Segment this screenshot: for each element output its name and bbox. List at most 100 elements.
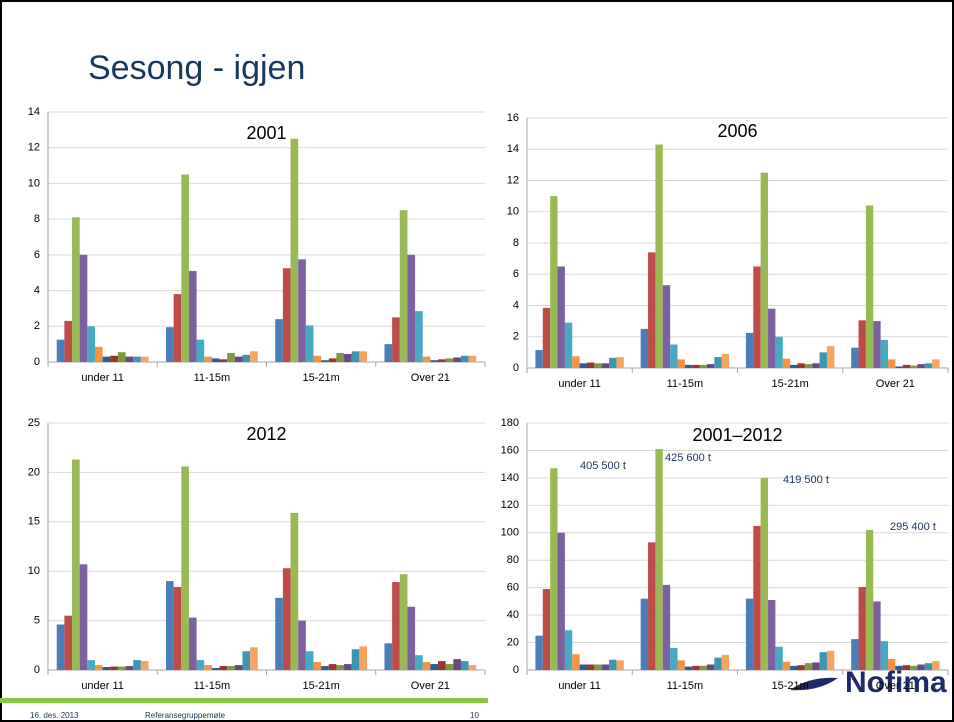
bar [219, 359, 228, 362]
bar [468, 665, 477, 670]
x-tick-label: 11-15m [667, 680, 703, 692]
x-tick-label: 15-21m [771, 378, 808, 390]
bar [557, 266, 565, 368]
bar [706, 664, 715, 670]
bar [351, 351, 360, 362]
bar [430, 664, 439, 670]
bar [110, 666, 118, 670]
bar [407, 606, 416, 670]
bar [328, 664, 337, 670]
footer-bar [0, 698, 488, 703]
bar [102, 667, 111, 670]
y-tick-label: 6 [513, 268, 519, 280]
bar [460, 661, 469, 670]
bar [677, 359, 685, 368]
bar [305, 651, 314, 670]
bar [851, 639, 859, 670]
bar [430, 360, 439, 362]
bar [586, 362, 595, 368]
bar [550, 196, 558, 368]
bar [468, 355, 477, 362]
bar [542, 307, 551, 368]
bar [165, 581, 174, 670]
bar [594, 664, 602, 670]
bar [219, 666, 228, 670]
y-tick-label: 12 [28, 142, 40, 154]
y-tick-label: 60 [507, 582, 519, 594]
bar [670, 648, 678, 670]
bar [655, 449, 663, 670]
bar [453, 659, 461, 670]
bar [648, 542, 656, 670]
bar [579, 363, 587, 368]
y-tick-label: 8 [513, 237, 519, 249]
bar [321, 360, 329, 362]
bar [902, 364, 911, 368]
bar [797, 665, 805, 670]
bar [826, 650, 835, 670]
bar [298, 259, 306, 362]
bar [775, 646, 783, 670]
bar [706, 364, 715, 368]
bar [648, 252, 656, 368]
bar [384, 344, 393, 362]
bar [227, 666, 235, 670]
bar [336, 353, 345, 362]
bar [64, 615, 73, 670]
bar [790, 665, 798, 670]
bar [609, 659, 617, 670]
bar [812, 363, 820, 368]
bar [609, 357, 617, 368]
bar [790, 364, 798, 368]
bar [87, 326, 95, 362]
bar [79, 564, 88, 670]
bar [753, 266, 761, 368]
bar [344, 664, 352, 670]
bar [140, 356, 149, 362]
bar [359, 351, 368, 362]
bar [72, 459, 80, 670]
y-tick-label: 40 [507, 609, 519, 621]
bar [56, 339, 65, 362]
bar [932, 661, 940, 670]
y-tick-label: 5 [34, 615, 40, 627]
bar [812, 662, 820, 670]
footer-meeting: Referansegruppemøte [145, 711, 226, 720]
bar [684, 364, 693, 368]
bar [133, 356, 141, 362]
bar [313, 355, 322, 362]
bar [140, 661, 149, 670]
bar [275, 319, 283, 362]
bar [572, 654, 580, 670]
bar [359, 646, 368, 670]
bar [662, 285, 671, 368]
chart-title: 2001 [246, 123, 286, 143]
bar [753, 525, 761, 670]
footer-page: 10 [470, 711, 479, 720]
bar [321, 666, 329, 670]
bar [64, 320, 73, 362]
bar [865, 205, 874, 368]
bar [895, 665, 903, 670]
bar [564, 630, 573, 670]
bar [819, 352, 827, 368]
bar [858, 586, 866, 670]
bar [721, 654, 730, 670]
bar [188, 617, 197, 670]
annotation: 295 400 t [890, 521, 936, 533]
y-tick-label: 4 [34, 284, 40, 296]
bar [917, 364, 925, 368]
bar [392, 582, 400, 670]
bar [640, 598, 649, 670]
bar [125, 356, 134, 362]
bar [56, 624, 65, 670]
y-tick-label: 140 [501, 472, 519, 484]
bar [924, 663, 933, 670]
y-tick-label: 20 [28, 466, 40, 478]
bar [415, 655, 423, 670]
footer-date: 16. des. 2013 [30, 711, 79, 720]
bar [550, 468, 558, 670]
bar [445, 358, 454, 362]
bar [165, 327, 174, 362]
